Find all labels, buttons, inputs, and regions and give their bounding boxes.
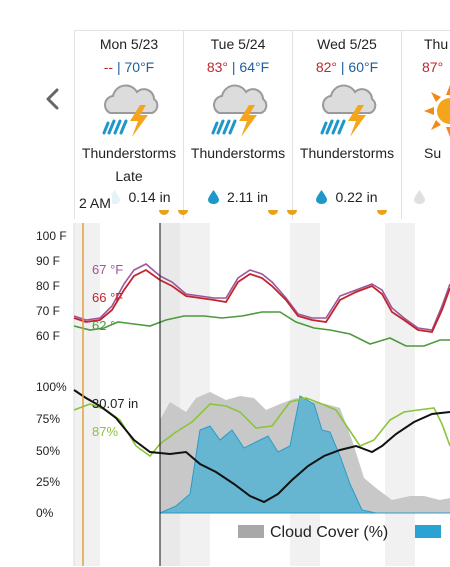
high-temp: 82° (315, 59, 337, 75)
condition-extra-text: Late (115, 168, 143, 184)
sky-readout-humidity: 87% (92, 424, 118, 439)
temperature-tick-label: 90 F (36, 254, 60, 268)
time-cursor-label: 2 AM (78, 195, 112, 211)
thunderstorm-icon (314, 83, 380, 139)
sky-tick-label: 25% (36, 475, 60, 489)
precip-chance-swatch (414, 525, 441, 538)
hourly-charts[interactable]: 100 F 90 F 80 F 70 F 60 F 67 °F 66 °F 62 ° 1… (0, 222, 450, 567)
precip-value: 0.14 in (128, 189, 171, 205)
raindrop-icon (109, 190, 121, 204)
precip-amount: 2.11 in (184, 189, 292, 205)
chart-legend: Cloud Cover (%) (238, 524, 447, 544)
day-column-thu[interactable]: Thu 87° Su (401, 31, 450, 219)
temp-separator: | (113, 59, 125, 75)
raindrop-icon (316, 190, 328, 204)
day-temps: 83° | 64°F (184, 59, 292, 75)
condition-text: Su (424, 145, 442, 161)
precip-value: 0.22 in (335, 189, 378, 205)
day-name: Mon 5/23 (99, 36, 159, 52)
sunset-marker-icon (287, 210, 297, 215)
sky-tick-label: 100% (36, 380, 67, 394)
day-column-tue[interactable]: Tue 5/24 83° | 64°F Thunderstorms 2.11 i… (178, 31, 292, 219)
precip-amount: 0.14 in (75, 189, 183, 205)
day-temps: -- | 70°F (75, 59, 183, 75)
temperature-chart[interactable]: 100 F 90 F 80 F 70 F 60 F 67 °F 66 °F 62 ° (36, 229, 450, 347)
sunset-marker-icon (178, 210, 188, 215)
chevron-left-icon (46, 88, 59, 110)
temp-separator: | (337, 59, 349, 75)
temp-separator: | (228, 59, 240, 75)
high-temp: 87° (422, 59, 444, 75)
precip-amount (414, 189, 433, 205)
raindrop-icon (414, 190, 425, 204)
day-temps: 82° | 60°F (293, 59, 401, 75)
sunrise-marker-icon (268, 210, 278, 215)
day-temps: 87° (422, 59, 443, 75)
sky-y-axis: 100% 75% 50% 25% 0% (36, 380, 67, 520)
sunrise-marker-icon (159, 210, 169, 215)
previous-days-button[interactable] (36, 82, 70, 116)
day-name: Tue 5/24 (210, 36, 266, 52)
temperature-tick-label: 80 F (36, 279, 60, 293)
condition-text: Thunderstorms (190, 145, 286, 161)
day-name: Wed 5/25 (317, 36, 377, 52)
precip-value: 2.11 in (227, 189, 268, 205)
feels-like-line (73, 263, 450, 331)
temperature-tick-label: 100 F (36, 229, 67, 243)
legend-cloud-cover: Cloud Cover (%) (270, 524, 389, 541)
sky-tick-label: 75% (36, 412, 60, 426)
sky-tick-label: 0% (36, 506, 54, 520)
raindrop-icon (208, 190, 219, 204)
condition-text: Thunderstorms (299, 145, 395, 161)
sky-readout-pressure: 30.07 in (92, 396, 138, 411)
temperature-line (73, 268, 450, 333)
high-temp: 83° (206, 59, 228, 75)
temperature-readout-dew: 62 ° (92, 318, 115, 333)
day-name: Thu (424, 36, 449, 52)
temperature-readout-temp: 67 °F (92, 262, 123, 277)
temperature-tick-label: 60 F (36, 329, 60, 343)
thunderstorm-icon (96, 83, 162, 139)
high-temp: -- (103, 59, 114, 75)
day-column-mon[interactable]: Mon 5/23 -- | 70°F Thunderstorms Late 0.… (74, 31, 183, 219)
low-temp: 64°F (239, 59, 270, 75)
daily-forecast-row: Mon 5/23 -- | 70°F Thunderstorms Late 0.… (74, 30, 450, 219)
thunderstorm-icon (205, 83, 271, 139)
cloud-cover-swatch (238, 525, 264, 538)
sky-tick-label: 50% (36, 444, 60, 458)
day-column-wed[interactable]: Wed 5/25 82° | 60°F Thunderstorms 0.22 i… (287, 31, 401, 219)
sky-cover-chart[interactable]: 100% 75% 50% 25% 0% 30.07 in 87% (36, 380, 450, 520)
condition-text: Thunderstorms (81, 145, 177, 161)
pressure-line (73, 389, 450, 504)
temperature-y-axis: 100 F 90 F 80 F 70 F 60 F (36, 229, 67, 343)
sunrise-marker-icon (377, 210, 387, 215)
precip-amount: 0.22 in (293, 189, 401, 205)
humidity-line (73, 397, 450, 458)
temperature-readout-feels: 66 °F (92, 290, 123, 305)
sunny-icon (424, 85, 450, 137)
low-temp: 60°F (348, 59, 379, 75)
low-temp: 70°F (124, 59, 155, 75)
dew-point-line (73, 311, 450, 347)
temperature-tick-label: 70 F (36, 304, 60, 318)
